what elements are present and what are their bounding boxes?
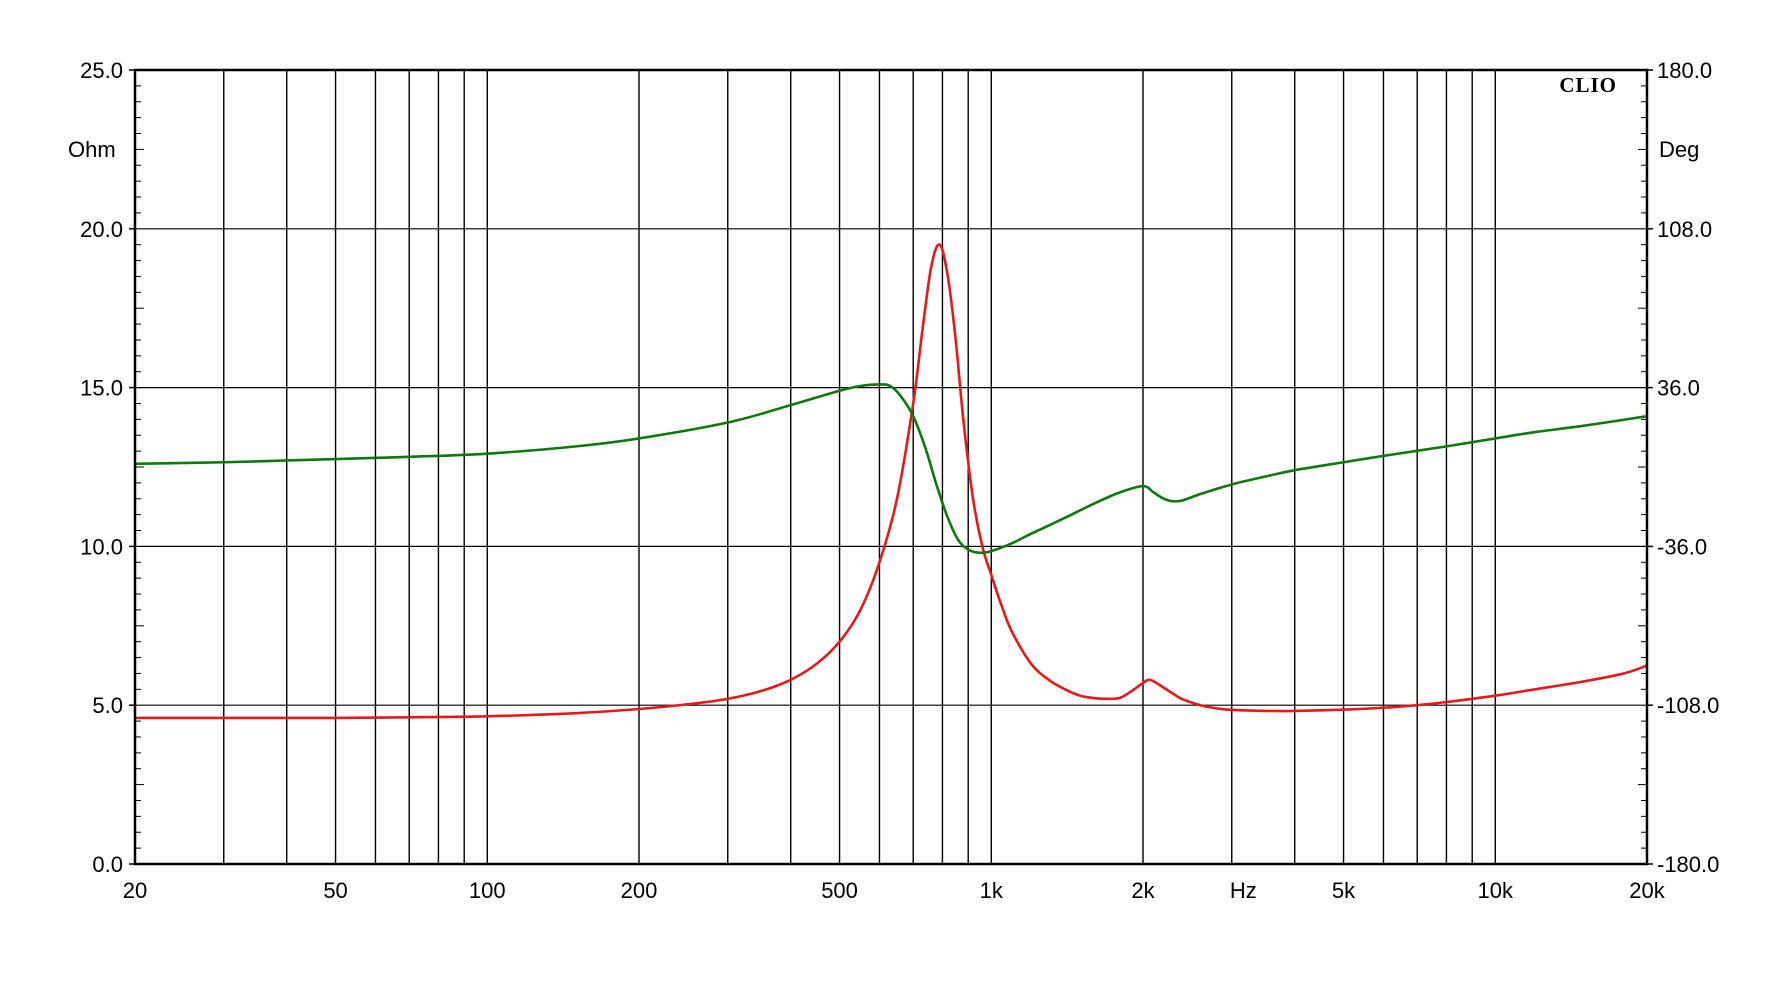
series-group <box>134 243 1648 720</box>
right-y-tick-label: 180.0 <box>1657 58 1712 83</box>
left-y-tick-label: 15.0 <box>80 376 123 401</box>
right-y-tick-label: -36.0 <box>1657 534 1707 559</box>
left-y-tick-label: 5.0 <box>92 693 123 718</box>
left-y-tick-label: 10.0 <box>80 534 123 559</box>
impedance-magnitude-line <box>134 243 1648 720</box>
x-tick-label: 10k <box>1478 878 1514 903</box>
left-axis-unit-label: Ohm <box>68 137 116 162</box>
grid <box>129 69 1653 865</box>
plot-frame <box>133 68 1649 866</box>
x-tick-label: 200 <box>621 878 658 903</box>
x-axis-unit-label: Hz <box>1230 878 1257 903</box>
brand-label: CLIO <box>1559 73 1617 97</box>
x-tick-label: 100 <box>469 878 506 903</box>
x-tick-label: 20 <box>123 878 147 903</box>
impedance-phase-line <box>134 383 1648 555</box>
right-y-tick-label: 36.0 <box>1657 376 1700 401</box>
right-y-tick-label: 108.0 <box>1657 217 1712 242</box>
x-tick-label: 500 <box>821 878 858 903</box>
left-y-tick-label: 25.0 <box>80 58 123 83</box>
left-y-tick-label: 0.0 <box>92 852 123 877</box>
x-tick-label: 1k <box>980 878 1004 903</box>
x-tick-label: 5k <box>1332 878 1356 903</box>
x-tick-label: 20k <box>1629 878 1665 903</box>
x-tick-label: 2k <box>1131 878 1155 903</box>
left-y-tick-label: 20.0 <box>80 217 123 242</box>
tick-labels: 20 50 100 200 500 1k 2k 5k 10k 20k 0.0 5.0 10.0 15.0 2… <box>80 58 1719 903</box>
right-y-tick-label: -180.0 <box>1657 852 1719 877</box>
right-y-tick-label: -108.0 <box>1657 693 1719 718</box>
right-axis-unit-label: Deg <box>1659 137 1699 162</box>
x-tick-label: 50 <box>323 878 347 903</box>
